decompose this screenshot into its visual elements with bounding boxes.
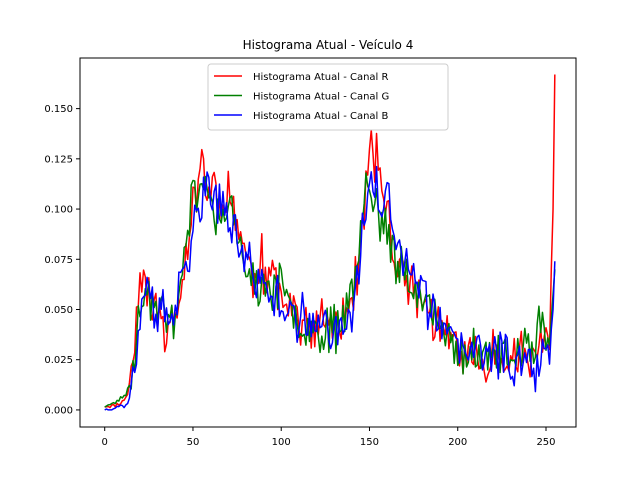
y-tick-label: 0.100: [44, 205, 73, 216]
y-tick-label: 0.075: [44, 255, 73, 266]
x-axis: 0 50 100 150 200 250: [102, 427, 556, 448]
x-tick-label: 100: [272, 437, 291, 448]
x-tick-label: 150: [360, 437, 379, 448]
axes-frame: [79, 57, 577, 428]
y-tick-label: 0.050: [44, 305, 73, 316]
legend-label: Histograma Atual - Canal R: [253, 72, 389, 83]
x-tick-label: 250: [536, 437, 555, 448]
series-line-g: [104, 172, 556, 408]
legend-box: [207, 63, 449, 131]
x-tick-label: 0: [102, 437, 108, 448]
y-tick-label: 0.025: [44, 355, 73, 366]
y-tick-label: 0.000: [44, 405, 73, 416]
series-layer: [104, 74, 556, 411]
y-tick-label: 0.125: [44, 154, 73, 165]
legend-label: Histograma Atual - Canal B: [253, 111, 389, 122]
plot-area: [104, 74, 556, 411]
x-tick-label: 50: [187, 437, 200, 448]
y-axis: 0.000 0.025 0.050 0.075 0.100 0.125 0.150: [44, 104, 80, 416]
legend: Histograma Atual - Canal R Histograma Atu…: [207, 63, 449, 131]
chart-title: Histograma Atual - Veículo 4: [243, 38, 414, 52]
series-line-b: [104, 165, 556, 411]
legend-label: Histograma Atual - Canal G: [253, 92, 389, 103]
y-tick-label: 0.150: [44, 104, 73, 115]
x-tick-label: 200: [448, 437, 467, 448]
